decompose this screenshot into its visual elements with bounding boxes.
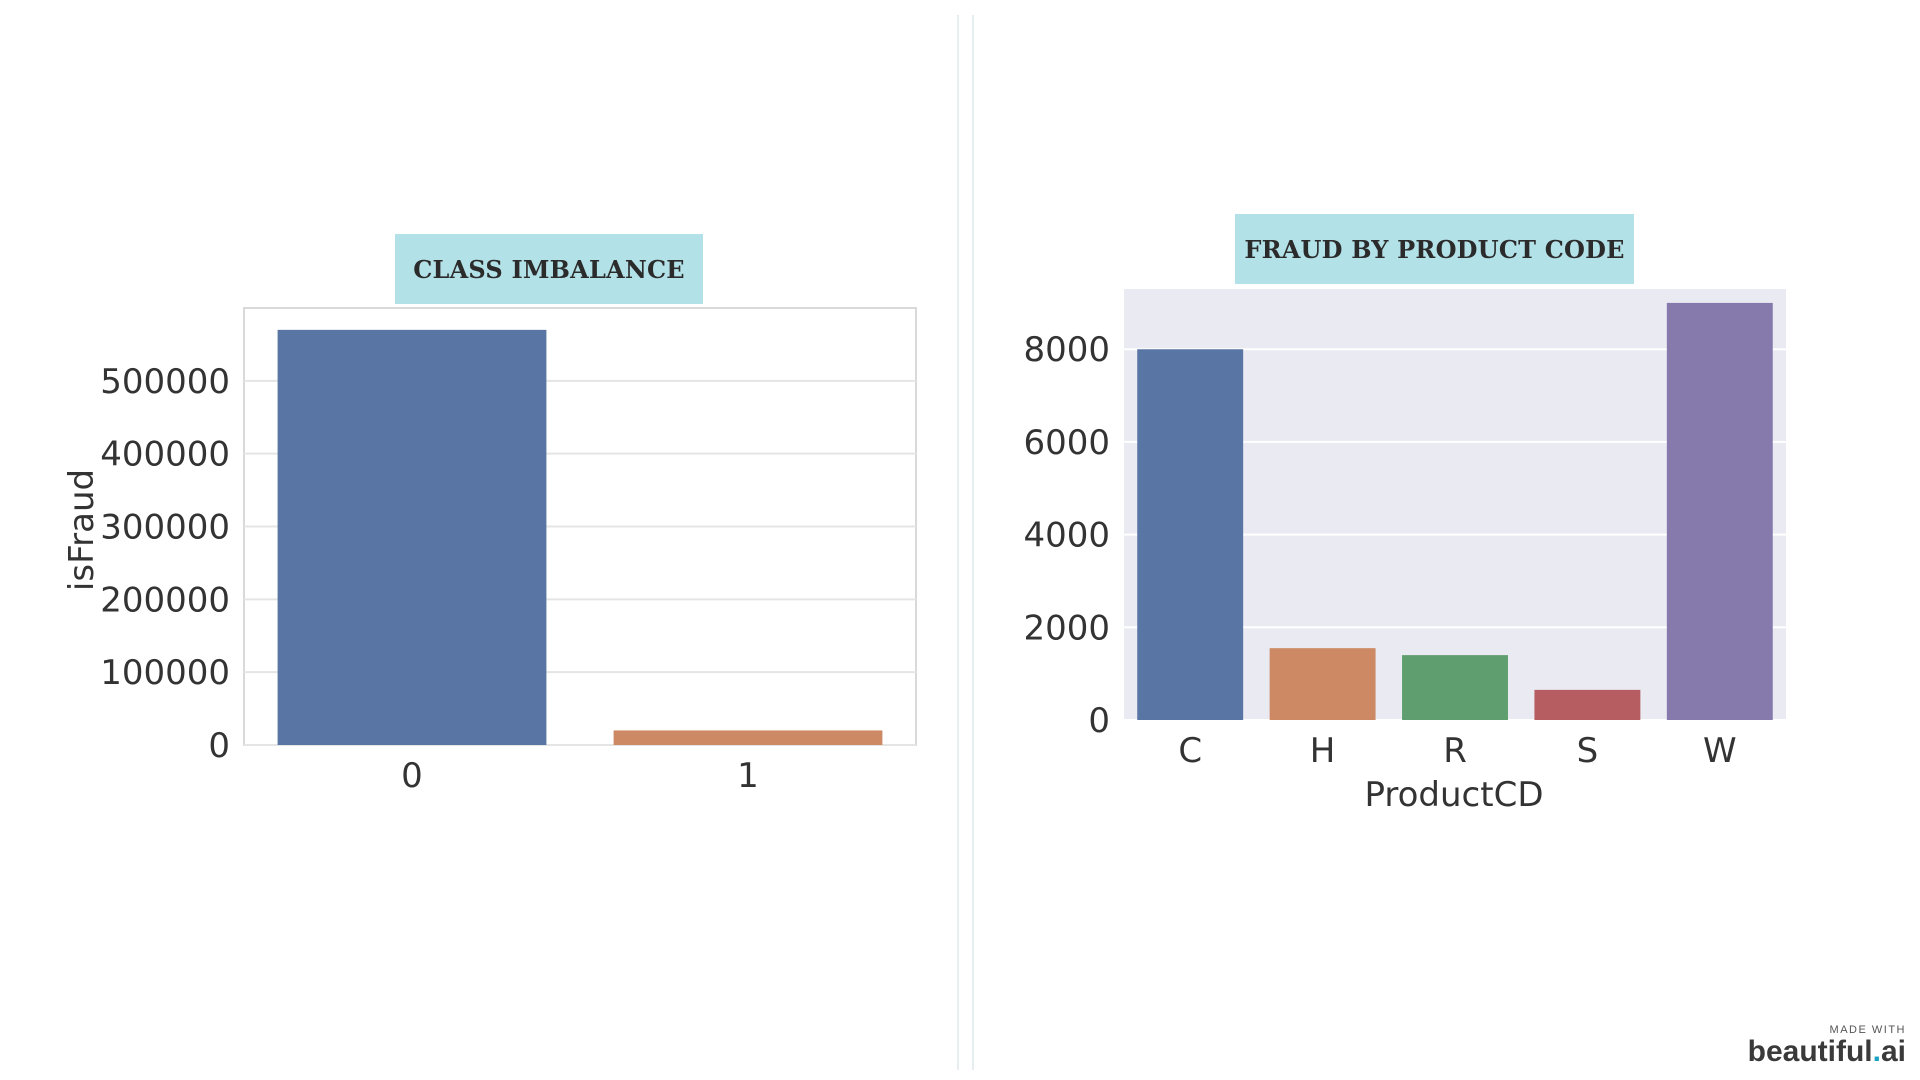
x-tick-label-0: 0 [401,756,423,796]
left-y-axis-label: isFraud [62,469,102,591]
chart-fraud-by-product-code: 0 2000 4000 6000 8000 C H R S W ProductCD [1023,289,1786,815]
right-y-ticks: 0 2000 4000 6000 8000 [1023,330,1110,741]
bar-0 [277,329,547,745]
y-tick-label: 8000 [1023,330,1110,370]
left-y-ticks: 0 100000 200000 300000 400000 500000 [100,362,230,766]
chart-title-class-imbalance: CLASS IMBALANCE [395,234,703,304]
bar-C [1137,349,1244,720]
y-tick-label: 200000 [100,580,230,620]
x-tick-label-C: C [1178,731,1202,771]
left-bars [277,329,883,745]
y-tick-label: 0 [208,726,230,766]
bar-W [1666,302,1773,720]
x-tick-label-R: R [1443,731,1467,771]
brand-extension: ai [1880,1035,1906,1068]
bar-R [1402,655,1508,720]
x-tick-label-W: W [1703,731,1737,771]
chart-title-fraud-by-product-code: FRAUD BY PRODUCT CODE [1235,214,1634,284]
y-tick-label: 2000 [1023,608,1110,648]
x-tick-label-H: H [1310,731,1336,771]
y-tick-label: 100000 [100,653,230,693]
panel-divider-left [957,15,959,1070]
y-tick-label: 300000 [100,508,230,548]
x-tick-label-S: S [1577,731,1599,771]
right-x-axis-label: ProductCD [1364,775,1543,815]
right-bars [1137,302,1773,720]
panel-divider-right [972,15,974,1070]
made-with-watermark[interactable]: MADE WITH beautiful.ai [1748,1024,1906,1068]
y-tick-label: 500000 [100,362,230,402]
y-tick-label: 0 [1088,701,1110,741]
brand-logo: beautiful.ai [1748,1036,1906,1068]
brand-dot: . [1872,1035,1881,1068]
x-tick-label-1: 1 [737,756,759,796]
made-with-label: MADE WITH [1829,1024,1906,1036]
y-tick-label: 4000 [1023,516,1110,556]
bar-1 [613,730,883,745]
bar-S [1534,689,1641,720]
y-tick-label: 400000 [100,435,230,475]
brand-name: beautiful [1747,1035,1873,1068]
y-tick-label: 6000 [1023,423,1110,463]
bar-H [1269,648,1376,720]
